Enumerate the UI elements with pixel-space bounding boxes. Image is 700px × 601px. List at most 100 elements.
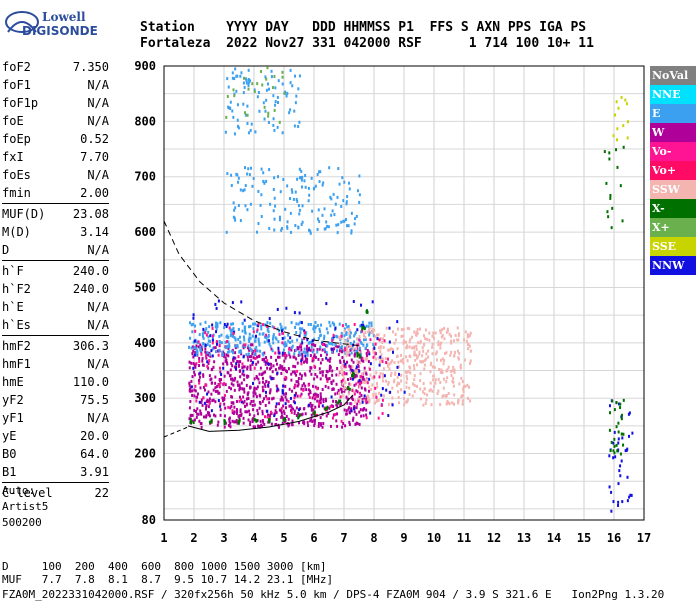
echo-point	[266, 321, 269, 325]
echo-point	[191, 389, 194, 393]
echo-point	[257, 222, 260, 226]
echo-point	[379, 360, 382, 364]
echo-point	[364, 357, 367, 361]
echo-point	[340, 350, 343, 354]
echo-point	[241, 362, 244, 366]
echo-point	[307, 424, 310, 428]
echo-point	[282, 384, 285, 388]
echo-point	[325, 351, 328, 355]
echo-point	[336, 231, 339, 235]
echo-point	[338, 345, 341, 349]
echo-point	[266, 397, 269, 401]
echo-point	[311, 420, 314, 424]
echo-point	[381, 375, 384, 379]
echo-point	[190, 385, 193, 389]
echo-point	[338, 373, 341, 377]
echo-point	[275, 337, 278, 341]
echo-point	[425, 357, 428, 361]
echo-point	[260, 214, 263, 218]
echo-point	[397, 365, 400, 369]
echo-point	[392, 380, 395, 384]
echo-point	[429, 363, 432, 367]
echo-point	[337, 353, 340, 357]
echo-point	[462, 387, 465, 391]
echo-point	[278, 366, 281, 370]
echo-point	[266, 366, 269, 370]
echo-point	[301, 327, 304, 331]
echo-point	[387, 414, 390, 418]
echo-point	[342, 363, 345, 367]
echo-point	[332, 333, 335, 337]
echo-point	[619, 402, 622, 406]
echo-point	[263, 181, 266, 185]
echo-point	[272, 335, 275, 339]
echo-point	[351, 395, 354, 399]
echo-point	[321, 404, 324, 408]
echo-point	[296, 199, 299, 203]
echo-point	[308, 403, 311, 407]
echo-point	[372, 334, 375, 338]
echo-point	[365, 413, 368, 417]
echo-point	[272, 123, 275, 127]
echo-point	[343, 180, 346, 184]
echo-point	[469, 349, 472, 353]
echo-point	[466, 335, 469, 339]
x-trace-point	[338, 399, 341, 403]
echo-point	[437, 343, 440, 347]
echo-point	[296, 361, 299, 365]
echo-point	[346, 401, 349, 405]
echo-point	[264, 384, 267, 388]
echo-point	[314, 344, 317, 348]
echo-point	[345, 348, 348, 352]
echo-point	[353, 390, 356, 394]
echo-point	[374, 342, 377, 346]
echo-point	[207, 390, 210, 394]
param-name: fxI	[2, 150, 24, 164]
y-tick-label: 80	[142, 513, 156, 527]
echo-point	[321, 183, 324, 187]
echo-point	[468, 344, 471, 348]
echo-point	[233, 77, 236, 81]
param-value: N/A	[87, 357, 109, 371]
echo-point	[201, 334, 204, 338]
echo-point	[419, 397, 422, 401]
echo-point	[204, 407, 207, 411]
param-row: foF1p N/A	[2, 94, 109, 112]
echo-point	[237, 355, 240, 359]
echo-point	[330, 213, 333, 217]
echo-point	[223, 374, 226, 378]
echo-point	[198, 364, 201, 368]
echo-point	[333, 213, 336, 217]
echo-point	[313, 337, 316, 341]
echo-point	[316, 172, 319, 176]
echo-point	[363, 394, 366, 398]
echo-point	[416, 341, 419, 345]
echo-point	[415, 347, 418, 351]
echo-point	[432, 331, 435, 335]
echo-point	[611, 399, 614, 403]
echo-point	[281, 337, 284, 341]
echo-point	[283, 91, 286, 95]
echo-point	[377, 416, 380, 420]
legend-item: W	[650, 123, 696, 142]
echo-point	[367, 330, 370, 334]
echo-point	[280, 326, 283, 330]
echo-point	[190, 361, 193, 365]
echo-point	[206, 398, 209, 402]
echo-point	[351, 389, 354, 393]
echo-point	[432, 374, 435, 378]
echo-point	[373, 401, 376, 405]
echo-point	[341, 378, 344, 382]
echo-point	[316, 387, 319, 391]
echo-point	[246, 355, 249, 359]
echo-point	[310, 340, 313, 344]
echo-point	[377, 356, 380, 360]
echo-point	[298, 351, 301, 355]
echo-point	[276, 371, 279, 375]
echo-point	[244, 113, 247, 117]
echo-point	[329, 405, 332, 409]
echo-point	[253, 88, 256, 92]
echo-point	[309, 348, 312, 352]
echo-point	[230, 361, 233, 365]
